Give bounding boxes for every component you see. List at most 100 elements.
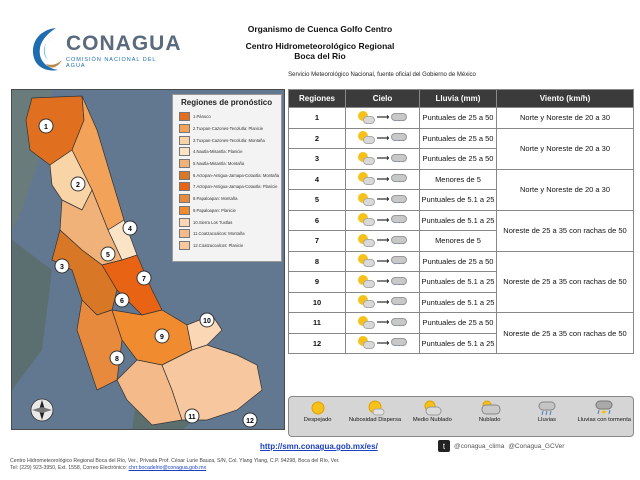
wind-cell: Noreste de 25 a 35 con rachas de 50 bbox=[496, 250, 634, 313]
legend-item: 5.Nautla-Misantla: Montaña bbox=[173, 158, 281, 170]
legend-swatch bbox=[179, 240, 190, 250]
legend-item: 2.Tuxpan-Cazones-Tecolutla: Planicie bbox=[173, 123, 281, 135]
regions-legend: Regiones de pronóstico 1.Pánuco 2.Tuxpan… bbox=[172, 94, 282, 262]
arrow-right-icon: ⟶ bbox=[376, 173, 390, 184]
social-links: t @conagua_clima @Conagua_GCVer bbox=[438, 440, 564, 452]
table-row: 11 ⟶ ' ' ' Puntuales de 25 a 50 Noreste d… bbox=[288, 312, 634, 354]
rain-cell: Puntuales de 25 a 50 bbox=[419, 107, 497, 129]
legend-swatch bbox=[179, 194, 190, 204]
header-wind: Viento (km/h) bbox=[496, 89, 634, 108]
legend-swatch bbox=[179, 159, 190, 169]
compass-icon bbox=[30, 398, 54, 422]
rain-cell: Puntuales de 25 a 50 bbox=[419, 127, 497, 149]
rain-cell: Puntuales de 5.1 a 25 bbox=[419, 332, 497, 354]
legend-label: 1.Pánuco bbox=[193, 114, 211, 120]
logo-subtitle: COMISIÓN NACIONAL DEL AGUA bbox=[66, 57, 157, 69]
footer-address: Centro Hidrometeorológico Regional Boca … bbox=[10, 458, 340, 464]
wind-cell: Noreste de 25 a 35 con rachas de 50 bbox=[496, 312, 634, 354]
legend-title: Regiones de pronóstico bbox=[181, 98, 273, 107]
sky-legend-item: Nubosidad Dispersa bbox=[348, 400, 402, 424]
footer-email[interactable]: chrr.bocadelrio@conagua.gob.mx bbox=[128, 465, 207, 471]
legend-swatch bbox=[179, 170, 190, 180]
logo-wordmark: CONAGUA bbox=[66, 32, 182, 55]
twitter-handle-clima[interactable]: @conagua_clima bbox=[454, 442, 505, 450]
rain-cell: Puntuales de 5.1 a 25 bbox=[419, 291, 497, 313]
rain-icon: ' ' ' bbox=[391, 336, 408, 351]
sky-cell: ⟶ ' ' ' bbox=[345, 271, 420, 293]
rain-cell: Puntuales de 25 a 50 bbox=[419, 250, 497, 272]
rain-icon: ' ' ' bbox=[391, 316, 408, 330]
legend-label: 12.Coatzacoalcos: Planicie bbox=[193, 242, 244, 248]
legend-label: 8.Papaloapan: Montaña bbox=[193, 196, 238, 202]
header-titles: Organismo de Cuenca Golfo Centro Centro … bbox=[205, 24, 435, 61]
legend-item: 11.Coatzacoalcos: Montaña bbox=[173, 228, 281, 240]
table-row: 4 ⟶ ' ' ' Menores de 5 Norte y Noreste de… bbox=[288, 168, 634, 211]
table-row: 5 ⟶ ' ' ' Puntuales de 5.1 a 25 bbox=[288, 189, 634, 211]
rain-icon: ' ' ' bbox=[391, 172, 408, 187]
map-label-3: 3 bbox=[60, 264, 64, 271]
region-cell: 2 bbox=[288, 127, 346, 149]
sun-icon bbox=[307, 400, 329, 416]
city-title: Boca del Rio bbox=[294, 51, 346, 61]
organism-title: Organismo de Cuenca Golfo Centro bbox=[247, 24, 393, 34]
conagua-logo-icon bbox=[32, 28, 62, 71]
sky-legend-label: Lluvias bbox=[537, 417, 556, 423]
sky-cell: ⟶ ' ' ' bbox=[345, 291, 420, 313]
wind-cell: Noreste de 25 a 35 con rachas de 50 bbox=[496, 209, 634, 252]
region-cell: 3 bbox=[288, 148, 346, 170]
legend-swatch bbox=[179, 229, 190, 239]
region-12-shape bbox=[161, 344, 263, 421]
map-label-2: 2 bbox=[76, 182, 80, 189]
sky-cell: ⟶ ' ' ' bbox=[345, 250, 420, 272]
partly-cloudy-icon bbox=[357, 110, 375, 125]
partly-cloudy-icon bbox=[357, 295, 375, 309]
partly-cloudy-icon bbox=[357, 315, 375, 330]
map-label-10: 10 bbox=[203, 318, 211, 325]
sky-cell: ⟶ ' ' ' bbox=[345, 230, 420, 252]
region-cell: 10 bbox=[288, 291, 346, 313]
partly-cloudy-icon bbox=[357, 151, 375, 166]
arrow-right-icon: ⟶ bbox=[376, 296, 390, 307]
partly-cloudy-icon bbox=[357, 254, 375, 268]
partly-cloudy-icon bbox=[357, 172, 375, 186]
rain-icon bbox=[536, 400, 558, 416]
twitter-icon: t bbox=[438, 440, 450, 452]
sky-legend-item: Lluvias bbox=[520, 400, 574, 424]
legend-label: 11.Coatzacoalcos: Montaña bbox=[193, 231, 245, 237]
region-cell: 7 bbox=[288, 230, 346, 252]
center-title: Centro Hidrometeorológico Regional bbox=[245, 41, 395, 51]
rain-icon: ' ' ' bbox=[391, 234, 408, 248]
storm-icon bbox=[593, 400, 615, 416]
sky-legend-label: Despejado bbox=[303, 417, 332, 423]
service-text: Servicio Meteorológico Nacional, fuente … bbox=[288, 72, 476, 78]
legend-label: 4.Nautla-Misantla: Planicie bbox=[193, 149, 243, 155]
conagua-logo: CONAGUA COMISIÓN NACIONAL DEL AGUA bbox=[28, 20, 181, 76]
table-row: 3 ⟶ ' ' ' Puntuales de 25 a 50 bbox=[288, 148, 634, 170]
table-row: 12 ⟶ ' ' ' Puntuales de 5.1 a 25 bbox=[288, 332, 634, 354]
sky-cell: ⟶ ' ' ' bbox=[345, 127, 420, 149]
legend-swatch bbox=[179, 112, 190, 122]
partly-cloudy-icon bbox=[357, 213, 375, 227]
table-row: 7 ⟶ ' ' ' Menores de 5 bbox=[288, 230, 634, 252]
arrow-right-icon: ⟶ bbox=[376, 235, 390, 246]
region-cell: 6 bbox=[288, 209, 346, 231]
sky-legend-item: Despejado bbox=[291, 400, 345, 424]
footer-contact: Tel: (229) 923-3950, Ext. 1558, Correo E… bbox=[10, 465, 450, 472]
map-label-12: 12 bbox=[246, 418, 254, 425]
partly-cloudy-icon bbox=[357, 131, 375, 145]
arrow-right-icon: ⟶ bbox=[376, 194, 390, 205]
smn-website-link[interactable]: http://smn.conagua.gob.mx/es/ bbox=[260, 442, 378, 451]
map-label-6: 6 bbox=[120, 298, 124, 305]
wind-cell: Norte y Noreste de 20 a 30 bbox=[496, 107, 634, 129]
map-label-11: 11 bbox=[188, 414, 196, 421]
rain-icon: ' ' ' bbox=[391, 295, 408, 310]
rain-icon: ' ' ' bbox=[391, 275, 408, 289]
legend-list: 1.Pánuco 2.Tuxpan-Cazones-Tecolutla: Pla… bbox=[173, 111, 281, 251]
arrow-right-icon: ⟶ bbox=[376, 153, 390, 164]
partly-cloudy-icon bbox=[421, 400, 443, 416]
arrow-right-icon: ⟶ bbox=[376, 132, 390, 143]
legend-label: 6.Actopan-Antigua-Jamapa-Cotaxtla: Monta… bbox=[193, 172, 280, 178]
legend-item: 10.Sierra Los Tuxtlas bbox=[173, 216, 281, 228]
twitter-handle-gcver[interactable]: @Conagua_GCVer bbox=[508, 442, 565, 450]
header-rain: Lluvia (mm) bbox=[419, 89, 497, 108]
